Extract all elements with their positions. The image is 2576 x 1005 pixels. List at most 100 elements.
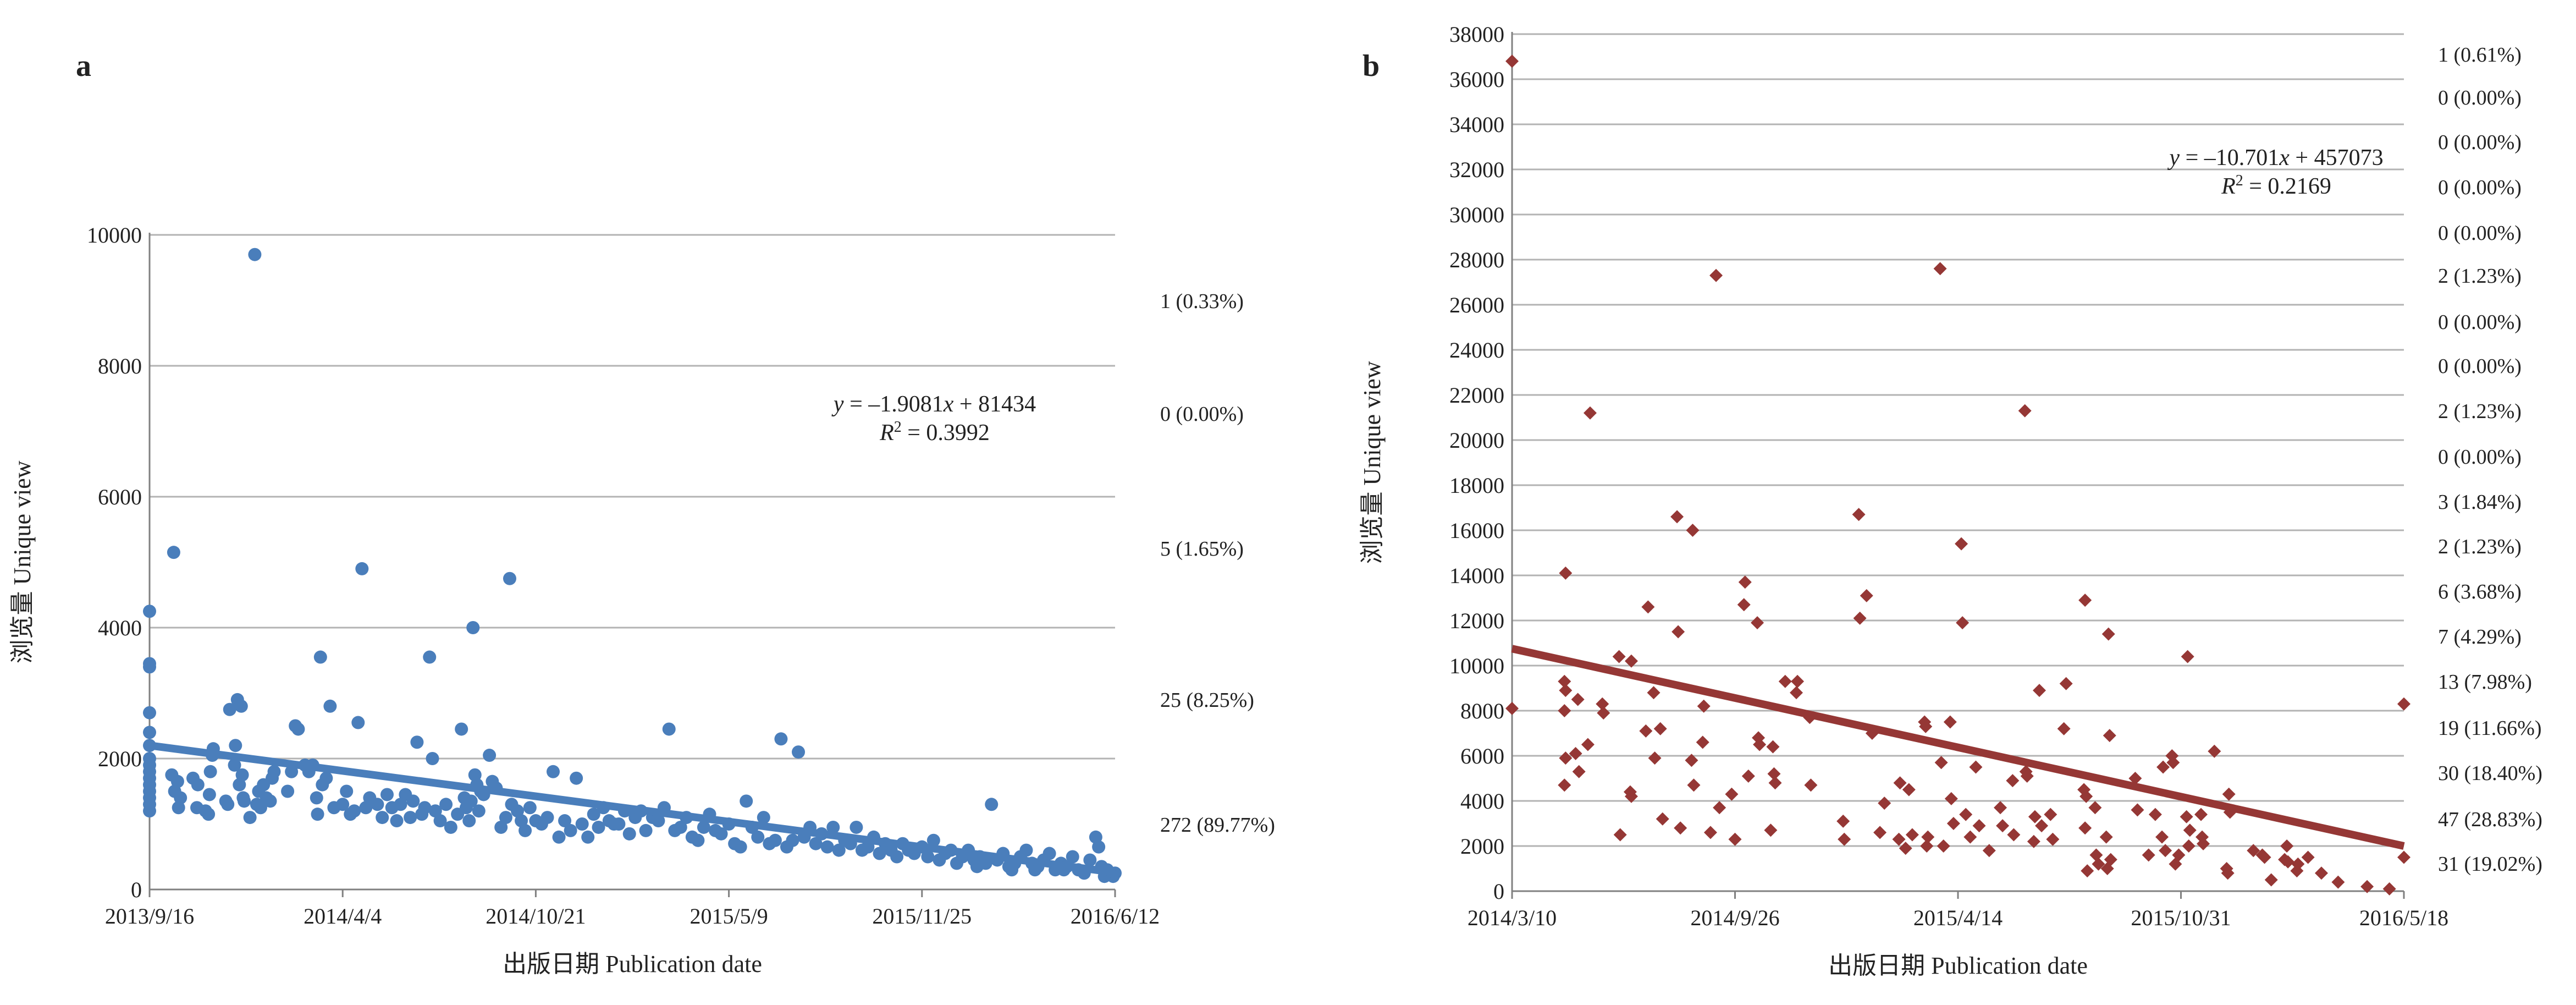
y-tick-label: 24000 xyxy=(1449,338,1504,363)
bin-count-label: 0 (0.00%) xyxy=(2438,176,2522,199)
data-point xyxy=(639,823,653,837)
data-point xyxy=(2092,857,2105,871)
data-point xyxy=(1933,262,1947,276)
data-point xyxy=(2181,650,2194,663)
data-point xyxy=(291,722,305,736)
x-tick-label: 2013/9/16 xyxy=(105,904,194,929)
trendline xyxy=(1511,645,2405,850)
data-point xyxy=(1581,738,1595,751)
data-point xyxy=(970,860,984,874)
data-point xyxy=(2197,837,2210,850)
x-tick-label: 2014/10/21 xyxy=(486,904,586,929)
y-axis-title: 浏览量 Unique view xyxy=(9,460,36,663)
data-point xyxy=(143,706,156,720)
data-point xyxy=(1741,769,1755,783)
bin-count-label: 272 (89.77%) xyxy=(1160,814,1275,837)
x-tick-label: 2016/6/12 xyxy=(1071,904,1160,929)
data-point xyxy=(313,650,327,664)
data-point xyxy=(1873,826,1887,839)
data-point xyxy=(503,572,516,585)
data-point xyxy=(1653,722,1667,735)
x-axis-title: 出版日期 Publication date xyxy=(1828,952,2088,979)
bin-count-label: 2 (1.23%) xyxy=(2438,535,2522,558)
data-point xyxy=(410,735,424,749)
data-point xyxy=(2033,684,2047,698)
data-point xyxy=(1696,735,1709,749)
data-point xyxy=(2221,866,2235,880)
trendline-equation: y = –1.9081x + 81434 xyxy=(831,392,1036,417)
data-point xyxy=(2078,594,2092,607)
data-point xyxy=(2027,834,2040,848)
data-point xyxy=(820,840,834,854)
data-point xyxy=(1597,706,1610,720)
y-tick-label: 26000 xyxy=(1449,293,1504,317)
data-point xyxy=(1737,598,1751,612)
data-point xyxy=(1878,797,1891,810)
data-point xyxy=(1751,616,1764,630)
data-point xyxy=(2397,850,2410,864)
data-point xyxy=(2183,823,2197,837)
bin-count-label: 0 (0.00%) xyxy=(2438,86,2522,109)
trendline xyxy=(149,742,1116,877)
panel-label: a xyxy=(76,49,91,83)
data-point xyxy=(873,847,886,860)
data-point xyxy=(444,820,457,834)
data-point xyxy=(2258,850,2271,864)
data-point xyxy=(143,660,156,674)
data-point xyxy=(697,820,710,834)
data-point xyxy=(1713,801,1726,815)
y-tick-label: 10000 xyxy=(87,223,142,248)
data-point xyxy=(2079,789,2093,803)
data-point xyxy=(418,801,432,815)
bin-count-label: 30 (18.40%) xyxy=(2438,762,2542,785)
data-point xyxy=(167,546,180,559)
data-point xyxy=(564,823,577,837)
data-point xyxy=(1612,650,1626,663)
y-tick-label: 34000 xyxy=(1449,112,1504,137)
data-point xyxy=(2208,744,2221,758)
data-point xyxy=(2103,729,2116,743)
data-point xyxy=(786,833,799,847)
data-point xyxy=(1982,844,1996,858)
data-point xyxy=(1672,625,1685,639)
y-tick-label: 0 xyxy=(131,877,142,902)
data-point xyxy=(233,778,246,792)
data-point xyxy=(472,804,486,818)
data-point xyxy=(2101,627,2115,641)
data-point xyxy=(540,811,554,825)
data-point xyxy=(143,726,156,739)
data-point xyxy=(243,811,257,825)
bin-count-label: 2 (1.23%) xyxy=(2438,400,2522,423)
data-point xyxy=(2104,853,2117,866)
data-point xyxy=(203,765,217,778)
data-point xyxy=(587,808,600,821)
data-point xyxy=(2159,844,2172,858)
data-point xyxy=(347,804,361,818)
data-point xyxy=(2142,848,2155,862)
data-point xyxy=(462,814,476,828)
data-point xyxy=(2006,774,2020,788)
data-point xyxy=(2018,404,2032,418)
data-point xyxy=(426,752,439,765)
data-point xyxy=(143,804,156,818)
y-tick-label: 18000 xyxy=(1449,473,1504,498)
data-point xyxy=(202,808,216,821)
data-point xyxy=(1860,589,1873,602)
data-point xyxy=(191,778,205,792)
data-point xyxy=(1569,746,1582,760)
data-point xyxy=(1946,817,1960,830)
data-point xyxy=(926,833,940,847)
data-point xyxy=(757,811,770,825)
data-point xyxy=(523,801,537,815)
data-point xyxy=(2264,873,2278,887)
y-tick-label: 2000 xyxy=(98,746,142,771)
data-point xyxy=(1778,674,1792,688)
data-point xyxy=(1572,765,1586,778)
bin-count-label: 0 (0.00%) xyxy=(2438,355,2522,378)
data-point xyxy=(170,775,184,788)
data-point xyxy=(2088,801,2102,815)
data-point xyxy=(143,605,156,618)
data-point xyxy=(2314,866,2328,880)
data-point xyxy=(921,850,935,864)
